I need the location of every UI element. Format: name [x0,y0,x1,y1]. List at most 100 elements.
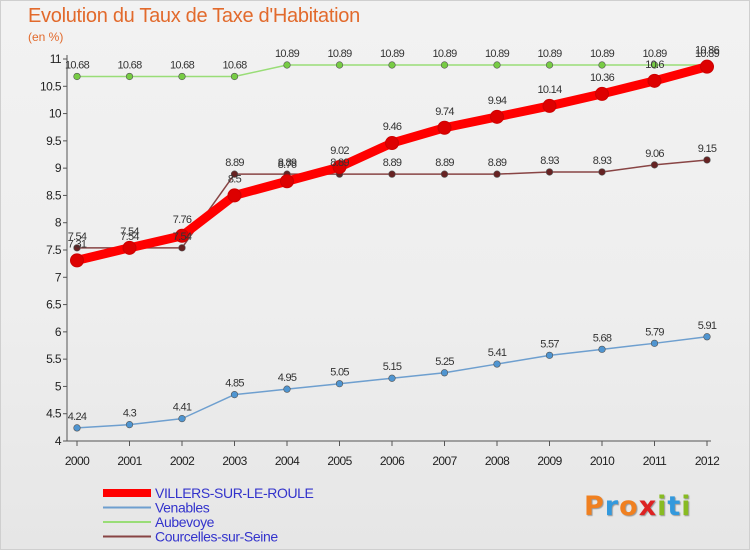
series-2-data-label: 10.89 [275,48,300,60]
x-tick-label: 2005 [327,454,352,468]
chart-data-labels: 4.24 4.3 4.41 4.85 4.95 5.05 5.15 5.25 5.41 5.57 5… [65,45,720,423]
series-2-data-label: 10.89 [432,48,457,60]
x-tick-label: 2008 [485,454,510,468]
series-3-data-label: 8.93 [540,155,559,167]
y-tick-label: 7.5 [46,243,62,257]
x-tick-label: 2001 [117,454,142,468]
series-3-data-label: 8.89 [488,157,507,169]
legend-label-2: Aubevoye [155,514,215,530]
y-tick-label: 5.5 [46,352,62,366]
series-1-data-label: 5.05 [330,367,349,379]
y-tick-label: 5 [55,379,62,393]
x-tick-label: 2011 [643,454,667,468]
y-tick-label: 8 [55,216,62,230]
y-tick-label: 6 [55,325,62,339]
series-0-point [647,73,662,88]
series-2-data-label: 10.89 [327,48,352,60]
series-3-data-label: 8.89 [435,157,454,169]
series-0-data-label: 7.54 [120,226,139,238]
series-3-data-label: 8.89 [225,157,244,169]
series-3-data-label: 9.06 [645,148,664,160]
series-2-data-label: 10.89 [590,48,615,60]
series-0-data-label: 9.94 [488,95,507,107]
brand-letter: P [584,491,605,522]
y-tick-label: 6.5 [46,298,62,312]
series-3-data-label: 8.89 [383,157,402,169]
series-3-point [440,170,449,178]
series-0-data-label: 7.76 [173,214,192,226]
series-1-data-label: 5.15 [383,361,402,373]
legend-label-0: VILLERS-SUR-LE-ROULE [155,485,314,501]
legend-label-1: Venables [155,500,210,516]
series-2-point [125,72,134,81]
series-3-point [598,168,606,176]
series-3-data-label: 7.54 [120,231,139,243]
series-1-point [440,369,449,377]
series-2-point [178,72,186,81]
series-1-point [335,380,344,388]
series-0-point [490,109,504,124]
series-2-data-label: 10.89 [642,48,667,60]
series-0-point [175,228,189,243]
series-0-point [385,136,399,151]
series-2-point [73,72,81,81]
series-2-point [440,61,449,69]
series-0-point [332,160,347,175]
x-tick-label: 2006 [380,454,405,468]
y-tick-label: 9 [55,161,62,175]
series-0-point [280,174,294,189]
series-3-data-label: 7.54 [173,231,192,243]
series-1-point [703,333,711,341]
series-3-data-label: 7.54 [68,231,87,243]
x-tick-label: 2000 [65,454,90,468]
series-3-data-label: 8.89 [278,157,297,169]
series-1-point [388,374,396,382]
series-0-point [542,98,557,113]
chart-unit-label: (en %) [28,30,64,44]
series-0-point [122,240,137,255]
series-0-point [70,253,84,268]
y-tick-label: 4.5 [46,407,62,421]
series-1-data-label: 5.68 [593,332,612,344]
series-3-point [545,168,554,176]
series-2-data-label: 10.68 [222,59,247,71]
series-2-data-label: 10.89 [695,48,720,60]
brand-letter: o [619,491,639,522]
brand-letter: t [667,491,682,522]
series-0-point [437,120,452,135]
series-0-point [227,188,242,203]
series-0-data-label: 10.36 [590,72,615,84]
series-1-point [125,421,134,429]
series-1-data-label: 5.25 [435,356,454,368]
series-1-data-label: 5.91 [698,320,717,332]
series-1-data-label: 4.85 [225,378,244,390]
series-1-point [650,339,659,347]
y-tick-label: 7 [55,270,62,284]
series-0-data-label: 9.02 [330,145,349,157]
series-2-data-label: 10.89 [380,48,405,60]
series-2-point [493,61,501,69]
y-tick-label: 9.5 [46,134,62,148]
series-0-data-label: 9.74 [435,106,454,118]
series-1-data-label: 4.3 [123,408,137,420]
series-3-point [703,156,711,164]
series-1-point [230,391,239,399]
series-0-data-label: 10.14 [537,84,562,96]
series-0-data-label: 7.31 [68,238,87,250]
series-2-point [650,61,659,69]
series-0-point [595,86,609,101]
x-tick-label: 2007 [432,454,457,468]
series-0-data-label: 9.46 [383,121,402,133]
brand-letter: i [657,491,668,522]
y-tick-label: 10.5 [40,79,62,93]
series-2-data-label: 10.68 [117,59,142,71]
chart-axes: 4 4.5 5 5.5 6 6.5 7 7.5 8 8.5 9 9.5 10 10.5 11 2000 2001… [40,52,721,468]
series-2-point [545,61,554,69]
series-0-data-label: 10.86 [695,45,720,57]
series-1-data-label: 5.41 [488,347,507,359]
series-3-data-label: 9.15 [698,143,717,155]
x-tick-label: 2004 [275,454,300,468]
series-0-data-label: 8.5 [228,173,242,185]
